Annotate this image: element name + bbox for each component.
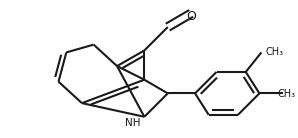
Text: CH₃: CH₃	[278, 89, 296, 99]
Text: CH₃: CH₃	[265, 47, 283, 57]
Text: O: O	[186, 10, 196, 22]
Text: NH: NH	[125, 118, 140, 128]
